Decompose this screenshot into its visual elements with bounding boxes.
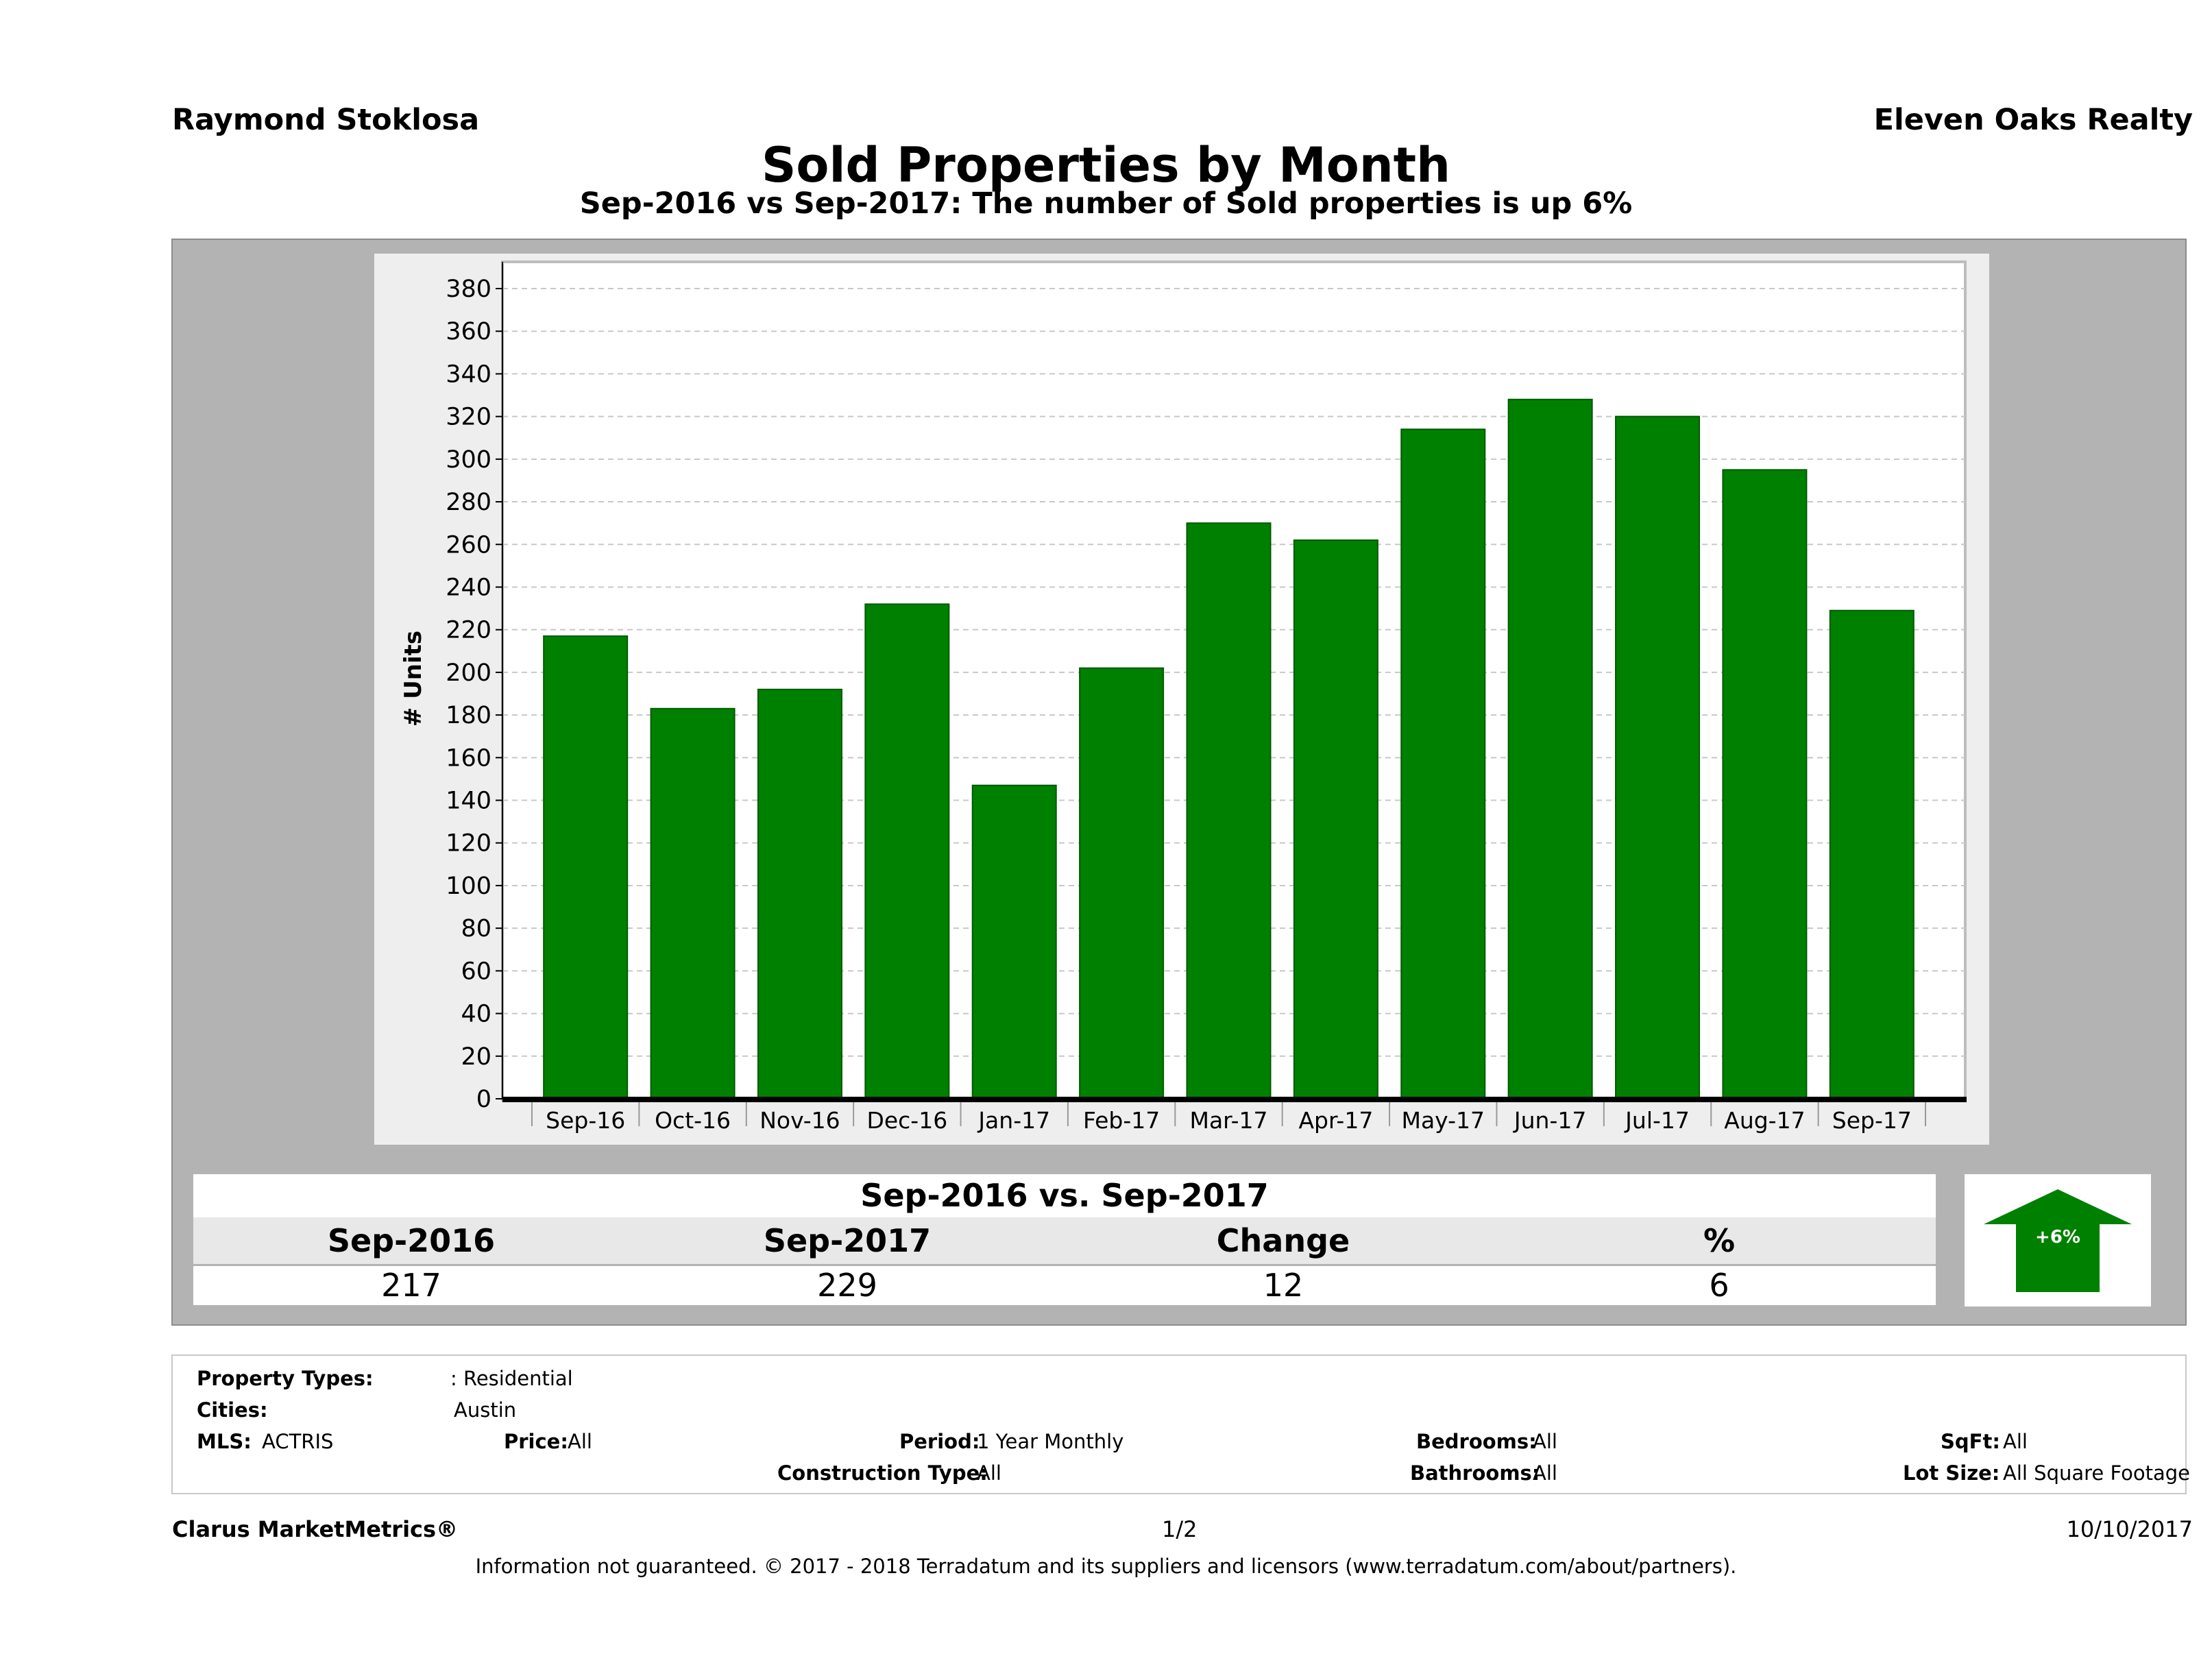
- badge-text: +6%: [2035, 1227, 2080, 1248]
- lot-size-label: Lot Size:: [1903, 1461, 2000, 1485]
- footer-brand: Clarus MarketMetrics®: [172, 1516, 459, 1542]
- y-tick-label: 360: [446, 318, 491, 345]
- y-tick-label: 260: [446, 531, 491, 559]
- y-axis-label: # Units: [400, 631, 427, 727]
- x-tick-label: Jan-17: [977, 1107, 1050, 1134]
- y-tick-label: 80: [461, 915, 491, 943]
- bar: [1293, 539, 1378, 1099]
- y-tick-label: 100: [446, 873, 491, 900]
- y-tick-label: 0: [476, 1086, 491, 1113]
- summary-value-change: 12: [1263, 1267, 1304, 1304]
- y-tick-label: 340: [446, 361, 491, 388]
- up-arrow-icon: +6%: [1984, 1189, 2132, 1292]
- agent-name: Raymond Stoklosa: [172, 103, 480, 137]
- x-tick-label: May-17: [1401, 1107, 1485, 1134]
- y-tick-label: 320: [446, 404, 491, 431]
- bar: [757, 688, 842, 1099]
- x-tick-label: Apr-17: [1298, 1107, 1373, 1134]
- bar: [543, 635, 629, 1099]
- y-tick-label: 60: [461, 958, 491, 985]
- y-tick-label: 280: [446, 489, 491, 516]
- summary-value-sep-2017: 229: [817, 1267, 877, 1304]
- x-axis-line: [502, 1097, 1967, 1102]
- lot-size-value: All Square Footage: [2003, 1461, 2191, 1485]
- y-tick-label: 160: [446, 744, 491, 772]
- bar: [1829, 609, 1915, 1099]
- page-subtitle: Sep-2016 vs Sep-2017: The number of Sold…: [579, 186, 1633, 221]
- brokerage-name: Eleven Oaks Realty: [1873, 103, 2193, 137]
- summary-label-percent: %: [1703, 1222, 1736, 1259]
- y-tick-label: 180: [446, 702, 491, 729]
- y-tick-label: 120: [446, 830, 491, 858]
- y-tick-label: 40: [461, 1001, 491, 1028]
- property-types-value: : Residential: [450, 1367, 573, 1390]
- summary-value-sep-2016: 217: [381, 1267, 441, 1304]
- price-value: All: [568, 1430, 592, 1453]
- summary-label-sep-2016: Sep-2016: [327, 1222, 496, 1259]
- bar: [1722, 469, 1808, 1100]
- x-tick-label: Mar-17: [1189, 1107, 1267, 1134]
- bathrooms-value: All: [1533, 1461, 1557, 1485]
- summary-label-change: Change: [1216, 1222, 1350, 1259]
- bar: [1079, 667, 1165, 1099]
- x-tick-label: Oct-16: [655, 1107, 731, 1134]
- y-tick-label: 220: [446, 617, 491, 644]
- bar-chart: 0 20 40 60 80 100 120 140 160 180 200 220 240 260 280 3…: [400, 260, 1967, 1134]
- change-badge: +6%: [1965, 1174, 2151, 1306]
- bedrooms-label: Bedrooms:: [1416, 1430, 1537, 1453]
- y-tick-label: 240: [446, 574, 491, 601]
- x-tick-label: Sep-17: [1832, 1107, 1912, 1134]
- bar: [1186, 522, 1272, 1099]
- footer-date: 10/10/2017: [2066, 1516, 2193, 1542]
- y-tick-label: 300: [446, 446, 491, 474]
- property-types-label: Property Types:: [197, 1367, 374, 1390]
- page-title: Sold Properties by Month: [762, 137, 1450, 193]
- summary-heading: Sep-2016 vs. Sep-2017: [860, 1177, 1269, 1214]
- summary-label-sep-2017: Sep-2017: [763, 1222, 932, 1259]
- mls-value: ACTRIS: [262, 1430, 334, 1453]
- cities-label: Cities:: [197, 1398, 268, 1422]
- summary-label-row: [193, 1217, 1936, 1264]
- x-tick-label: Feb-17: [1083, 1107, 1160, 1134]
- x-tick-label: Dec-16: [866, 1107, 947, 1134]
- bar: [864, 603, 950, 1099]
- bathrooms-label: Bathrooms:: [1410, 1461, 1540, 1485]
- mls-label: MLS:: [197, 1430, 252, 1453]
- construction-value: All: [977, 1461, 1001, 1485]
- x-tick-label: Sep-16: [546, 1107, 625, 1134]
- cities-value: Austin: [454, 1398, 517, 1422]
- bar: [1615, 415, 1701, 1099]
- period-label: Period:: [899, 1430, 980, 1453]
- bar: [1400, 428, 1486, 1099]
- period-value: 1 Year Monthly: [977, 1430, 1124, 1453]
- y-tick-label: 20: [461, 1043, 491, 1071]
- bar: [650, 707, 736, 1099]
- y-tick-label: 380: [446, 276, 491, 303]
- bar: [971, 784, 1057, 1099]
- x-tick-label: Nov-16: [759, 1107, 840, 1134]
- summary-value-percent: 6: [1709, 1267, 1729, 1304]
- sqft-value: All: [2003, 1430, 2028, 1453]
- summary-heading-bar: Sep-2016 vs. Sep-2017: [193, 1174, 1936, 1217]
- x-tick-label: Jul-17: [1624, 1107, 1690, 1134]
- price-label: Price:: [504, 1430, 568, 1453]
- footer-disclaimer: Information not guaranteed. © 2017 - 201…: [475, 1555, 1737, 1578]
- x-tick-label: Jun-17: [1513, 1107, 1586, 1134]
- bedrooms-value: All: [1533, 1430, 1557, 1453]
- y-tick-label: 140: [446, 788, 491, 815]
- summary-value-row: [193, 1266, 1936, 1305]
- y-tick-label: 200: [446, 659, 491, 687]
- footer-page-number: 1/2: [1162, 1516, 1198, 1542]
- construction-label: Construction Type:: [777, 1461, 988, 1485]
- sqft-label: SqFt:: [1941, 1430, 2000, 1453]
- x-tick-label: Aug-17: [1724, 1107, 1805, 1134]
- filter-panel: [171, 1354, 2187, 1494]
- bar: [1507, 398, 1593, 1099]
